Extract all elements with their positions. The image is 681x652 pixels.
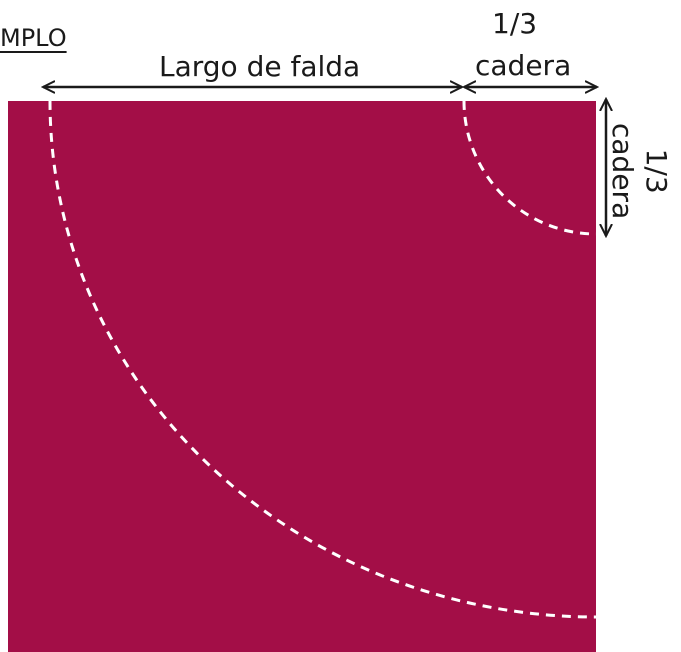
hem-cut-line <box>48 100 597 619</box>
hip-third-side-word: cadera <box>606 123 639 220</box>
hip-third-side-label: 1/3 cadera <box>597 105 681 235</box>
skirt-length-label: Largo de falda <box>159 50 361 83</box>
hip-third-side-fraction: 1/3 <box>640 148 673 194</box>
hip-third-top-fraction: 1/3 <box>492 7 538 40</box>
waist-cut-line <box>462 100 597 236</box>
hip-third-top-word: cadera <box>475 49 572 82</box>
fabric-square <box>8 101 596 652</box>
section-title: MPLO <box>0 24 67 52</box>
